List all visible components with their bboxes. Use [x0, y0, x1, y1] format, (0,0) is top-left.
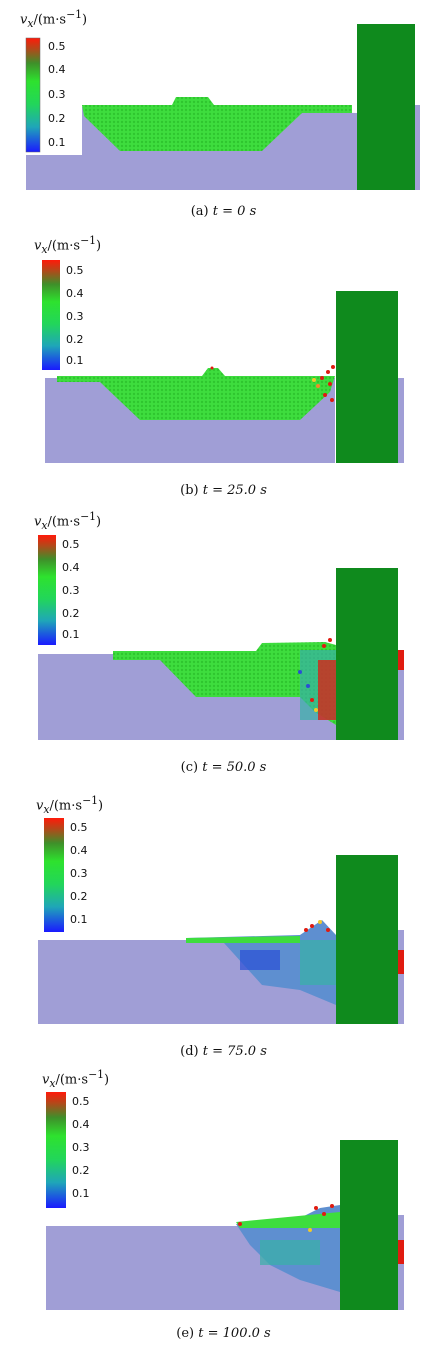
- panel-b: vx/(m·s−1) 0.5 0.4 0.3 0.2 0.1 (b) t = 2…: [0, 0, 447, 500]
- soil-body: [82, 97, 352, 151]
- tick-label: 0.4: [62, 561, 80, 574]
- caption-b: (b) t = 25.0 s: [180, 483, 267, 498]
- colorbar-title: vx/(m·s−1): [34, 510, 102, 532]
- tick-label: 0.2: [72, 1164, 90, 1177]
- tick-label: 0.5: [48, 40, 66, 53]
- caption-e: (e) t = 100.0 s: [176, 1326, 271, 1341]
- tick-label: 0.2: [66, 333, 84, 346]
- tick-label: 0.3: [48, 88, 66, 101]
- water-region-right: [398, 650, 404, 740]
- tick-label: 0.3: [70, 867, 88, 880]
- tick-label: 0.3: [62, 584, 80, 597]
- caption-a: (a) t = 0 s: [190, 204, 257, 219]
- water-region-right: [398, 378, 404, 463]
- tick-label: 0.3: [72, 1141, 90, 1154]
- soil-body: [57, 368, 335, 420]
- colorbar-title: vx/(m·s−1): [36, 794, 104, 816]
- tick-label: 0.1: [62, 628, 80, 641]
- simulation-plot: [25, 24, 420, 190]
- simulation-plot: [42, 260, 404, 463]
- tick-label: 0.4: [48, 63, 66, 76]
- caption-c: (c) t = 50.0 s: [180, 760, 267, 775]
- tick-label: 0.5: [70, 821, 88, 834]
- wall: [357, 24, 415, 190]
- tick-label: 0.5: [62, 538, 80, 551]
- wall: [336, 855, 398, 1024]
- wall: [336, 568, 398, 740]
- colorbar: [42, 260, 60, 370]
- colorbar: [38, 535, 56, 645]
- tick-label: 0.2: [62, 607, 80, 620]
- simulation-plot: [38, 535, 404, 740]
- tick-label: 0.1: [66, 354, 84, 367]
- tick-label: 0.1: [70, 913, 88, 926]
- velocity-spray: [210, 365, 335, 402]
- panel-c: vx/(m·s−1) 0.5 0.4 0.3 0.2 0.1 (c) t = 5…: [34, 510, 404, 775]
- tick-label: 0.4: [66, 287, 84, 300]
- colorbar-title: vx/(m·s−1): [20, 8, 88, 30]
- velocity-mix: [236, 1204, 404, 1265]
- soil-body: [113, 642, 336, 725]
- wall: [336, 291, 398, 463]
- tick-label: 0.2: [70, 890, 88, 903]
- tick-label: 0.3: [66, 310, 84, 323]
- wall: [340, 1140, 398, 1310]
- tick-label: 0.4: [70, 844, 88, 857]
- colorbar: [26, 38, 40, 152]
- colorbar: [44, 818, 64, 932]
- panel-d: vx/(m·s−1) 0.5 0.4 0.3 0.2 0.1 (d) t = 7…: [36, 794, 404, 1059]
- simulation-plot: [38, 818, 404, 1024]
- tick-label: 0.1: [48, 136, 66, 149]
- caption-d: (d) t = 75.0 s: [180, 1044, 267, 1059]
- tick-label: 0.5: [72, 1095, 90, 1108]
- velocity-mix: [186, 920, 404, 985]
- colorbar: [46, 1092, 66, 1208]
- tick-label: 0.5: [66, 264, 84, 277]
- panel-a: vx/(m·s−1) 0.5 0.4 0.3 0.2 0.1 (a) t = 0…: [0, 0, 447, 225]
- colorbar-title: vx/(m·s−1): [34, 234, 102, 256]
- velocity-mix: [298, 638, 404, 720]
- tick-label: 0.4: [72, 1118, 90, 1131]
- tick-label: 0.2: [48, 112, 66, 125]
- water-region-right: [415, 105, 420, 190]
- tick-label: 0.1: [72, 1187, 90, 1200]
- colorbar-title: vx/(m·s−1): [42, 1068, 110, 1090]
